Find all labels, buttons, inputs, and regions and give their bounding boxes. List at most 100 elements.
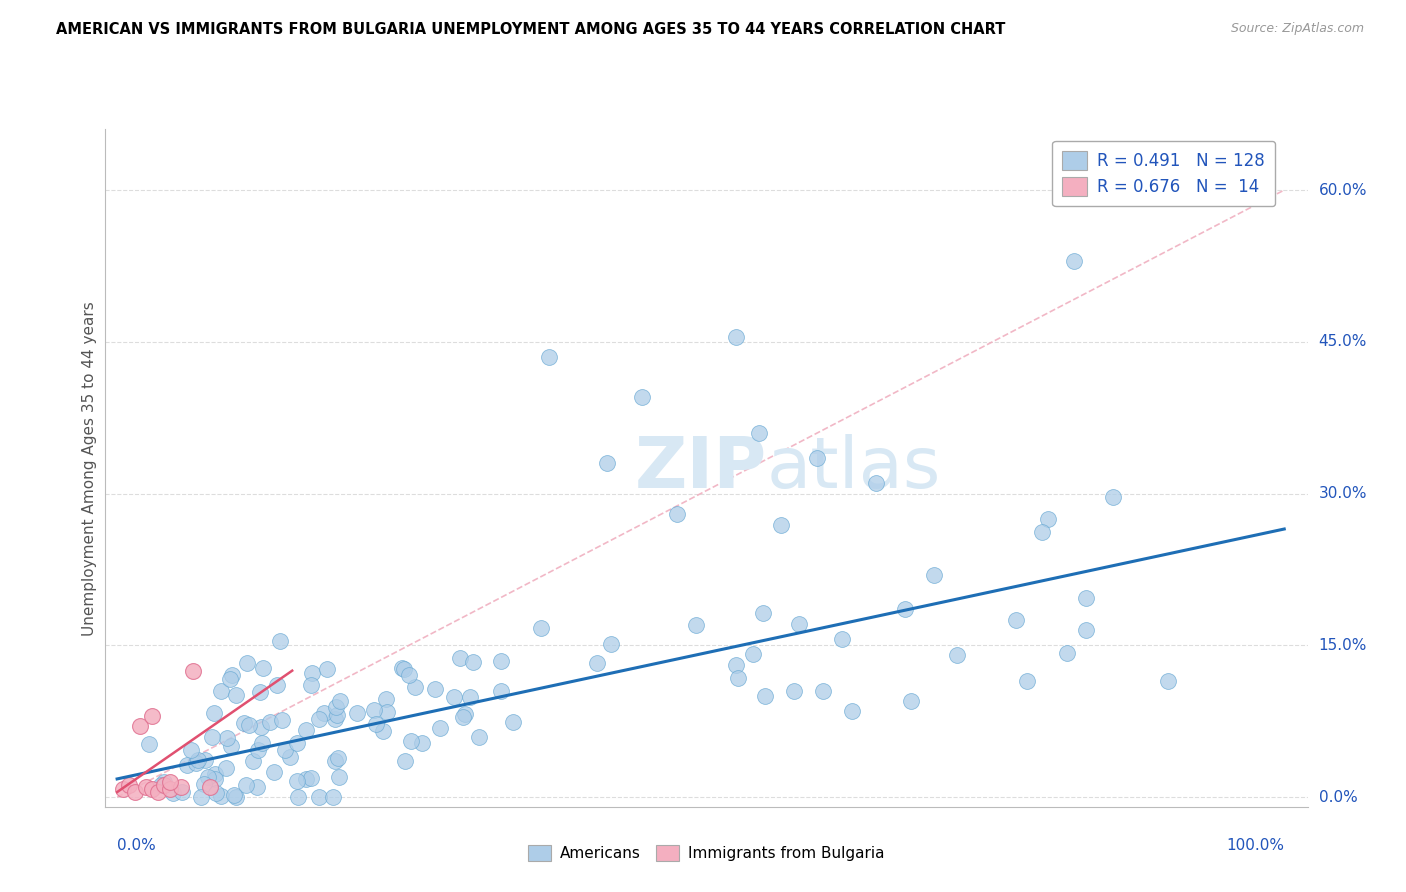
Point	[314, 706, 336, 720]
Point	[1102, 490, 1125, 504]
Point	[124, 785, 146, 799]
Point	[211, 683, 233, 698]
Point	[222, 788, 245, 802]
Point	[271, 713, 294, 727]
Point	[346, 706, 368, 720]
Point	[893, 602, 915, 616]
Point	[197, 770, 219, 784]
Point	[299, 678, 322, 692]
Point	[1017, 673, 1039, 688]
Point	[596, 456, 619, 470]
Point	[238, 717, 260, 731]
Point	[787, 617, 810, 632]
Point	[294, 772, 316, 787]
Point	[404, 680, 426, 694]
Point	[391, 661, 413, 675]
Point	[323, 754, 346, 768]
Point	[111, 782, 134, 797]
Point	[215, 731, 238, 745]
Point	[748, 425, 770, 440]
Point	[285, 736, 308, 750]
Point	[600, 637, 623, 651]
Point	[245, 780, 267, 794]
Point	[170, 780, 193, 794]
Point	[326, 708, 349, 723]
Point	[754, 689, 776, 703]
Point	[172, 784, 194, 798]
Point	[295, 723, 318, 737]
Point	[392, 662, 415, 676]
Text: 60.0%: 60.0%	[1319, 183, 1367, 197]
Text: 0.0%: 0.0%	[117, 838, 156, 853]
Point	[451, 710, 474, 724]
Point	[184, 756, 207, 770]
Point	[285, 773, 308, 788]
Point	[449, 651, 471, 665]
Point	[129, 719, 152, 733]
Point	[922, 567, 945, 582]
Point	[537, 350, 560, 364]
Point	[246, 743, 269, 757]
Point	[783, 684, 806, 698]
Point	[301, 666, 323, 681]
Point	[193, 777, 215, 791]
Point	[841, 704, 863, 718]
Point	[398, 668, 420, 682]
Point	[443, 690, 465, 704]
Point	[666, 507, 689, 521]
Point	[204, 766, 226, 780]
Point	[328, 770, 350, 784]
Point	[236, 657, 259, 671]
Point	[233, 715, 256, 730]
Point	[323, 712, 346, 726]
Point	[586, 656, 609, 670]
Point	[769, 517, 792, 532]
Point	[176, 758, 198, 772]
Point	[1074, 591, 1097, 605]
Point	[741, 647, 763, 661]
Text: ZIP: ZIP	[634, 434, 766, 503]
Point	[138, 737, 160, 751]
Point	[274, 743, 297, 757]
Point	[287, 790, 309, 805]
Point	[1031, 524, 1053, 539]
Point	[865, 476, 887, 491]
Point	[200, 780, 222, 794]
Text: AMERICAN VS IMMIGRANTS FROM BULGARIA UNEMPLOYMENT AMONG AGES 35 TO 44 YEARS CORR: AMERICAN VS IMMIGRANTS FROM BULGARIA UNE…	[56, 22, 1005, 37]
Point	[530, 621, 553, 635]
Point	[299, 771, 322, 785]
Y-axis label: Unemployment Among Ages 35 to 44 years: Unemployment Among Ages 35 to 44 years	[82, 301, 97, 636]
Point	[489, 654, 512, 668]
Point	[1036, 512, 1059, 526]
Point	[252, 660, 274, 674]
Point	[308, 790, 330, 805]
Point	[242, 754, 264, 768]
Point	[159, 782, 181, 797]
Point	[1056, 646, 1078, 660]
Point	[329, 694, 352, 708]
Point	[429, 721, 451, 735]
Point	[724, 658, 747, 673]
Point	[209, 789, 232, 803]
Point	[266, 678, 288, 692]
Text: Source: ZipAtlas.com: Source: ZipAtlas.com	[1230, 22, 1364, 36]
Point	[1156, 673, 1178, 688]
Point	[225, 790, 247, 805]
Point	[1004, 613, 1026, 627]
Point	[461, 655, 484, 669]
Text: atlas: atlas	[766, 434, 941, 503]
Point	[250, 720, 273, 734]
Point	[752, 606, 775, 620]
Point	[831, 632, 853, 647]
Point	[141, 782, 163, 797]
Point	[371, 723, 394, 738]
Point	[411, 736, 433, 750]
Point	[685, 618, 707, 632]
Point	[502, 715, 524, 730]
Point	[225, 688, 247, 702]
Point	[1074, 623, 1097, 637]
Point	[150, 778, 173, 792]
Point	[806, 451, 828, 466]
Point	[152, 775, 174, 789]
Point	[219, 739, 242, 753]
